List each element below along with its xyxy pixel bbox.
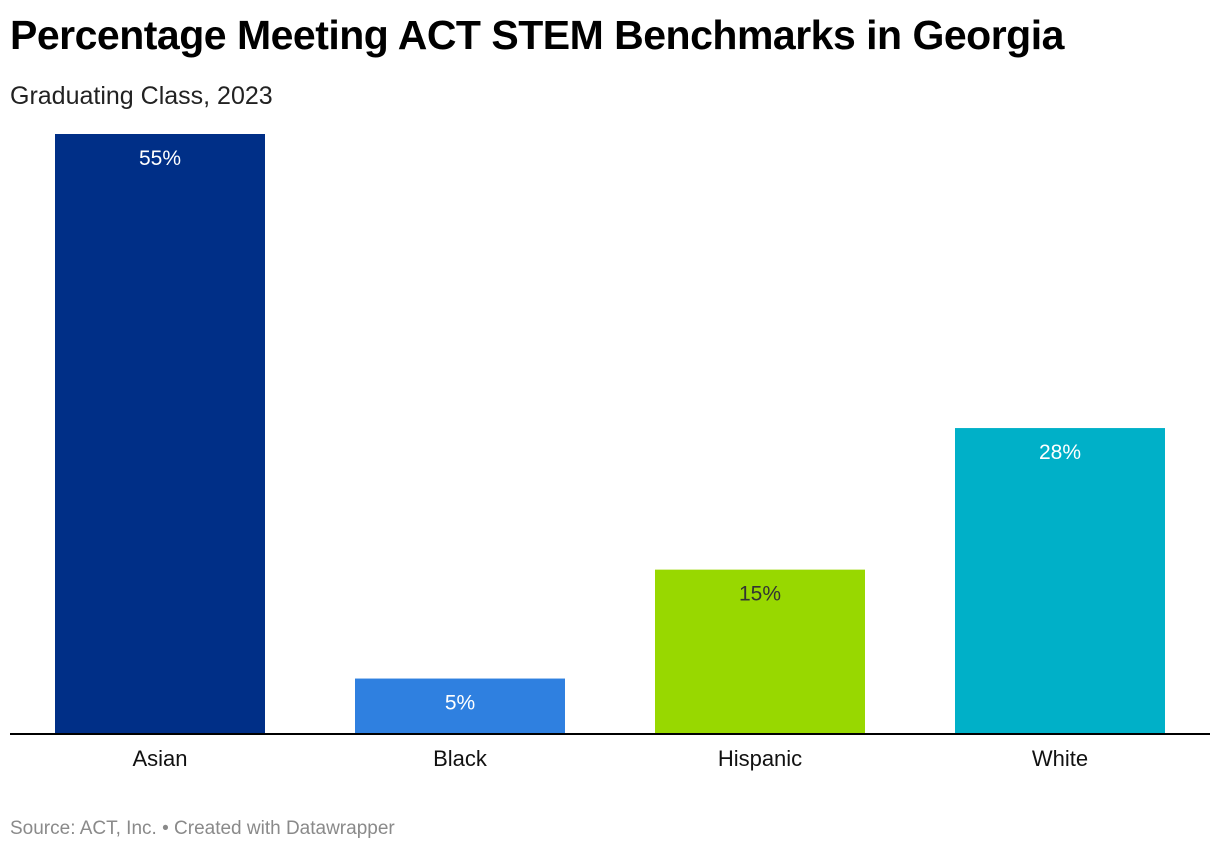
bar-asian: [55, 134, 265, 733]
tick-label-hispanic: Hispanic: [718, 746, 802, 771]
bar-white: [955, 428, 1165, 733]
value-labels-group: 55% 5% 15% 28%: [139, 147, 1081, 715]
value-label-hispanic: 15%: [739, 583, 781, 606]
chart-title: Percentage Meeting ACT STEM Benchmarks i…: [10, 12, 1064, 58]
tick-label-asian: Asian: [132, 746, 187, 771]
bar-hispanic: [655, 569, 865, 733]
source-note: Source: ACT, Inc.: [10, 818, 157, 839]
tick-label-white: White: [1032, 746, 1088, 771]
x-axis-tick-labels: Asian Black Hispanic White: [132, 746, 1088, 771]
footer-separator: •: [162, 818, 169, 839]
chart-subtitle: Graduating Class, 2023: [10, 82, 273, 110]
credit-note: Created with Datawrapper: [174, 818, 395, 839]
bars-group: [55, 134, 1165, 733]
tick-label-black: Black: [433, 746, 488, 771]
value-label-asian: 55%: [139, 147, 181, 170]
bar-black: [355, 678, 565, 733]
chart-footer: Source: ACT, Inc. • Created with Datawra…: [10, 818, 395, 840]
value-label-black: 5%: [445, 692, 475, 715]
bar-chart: 55% 5% 15% 28% Asian Black Hispanic White: [10, 134, 1210, 771]
value-label-white: 28%: [1039, 441, 1081, 464]
